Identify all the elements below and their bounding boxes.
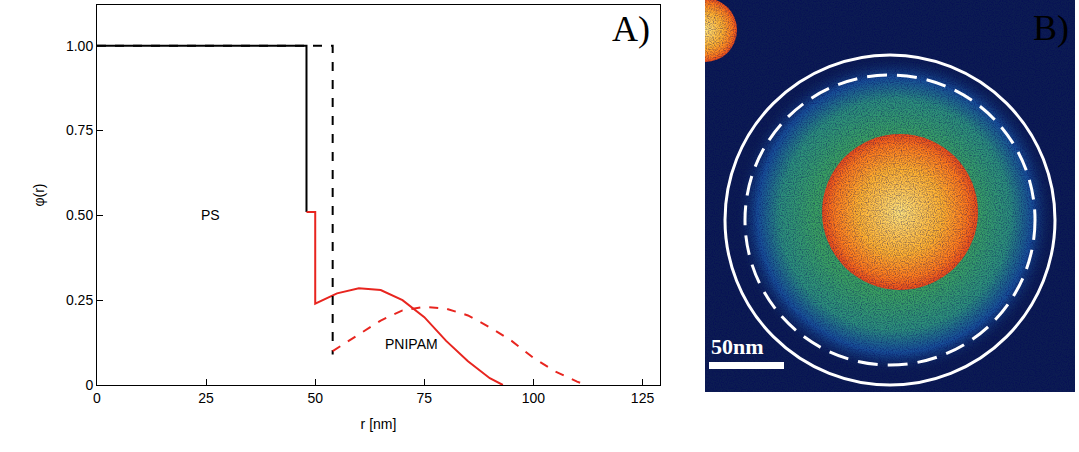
svg-text:0.50: 0.50: [66, 207, 93, 223]
svg-text:PS: PS: [201, 207, 220, 223]
svg-text:0: 0: [85, 377, 93, 393]
svg-text:125: 125: [631, 390, 655, 406]
svg-text:0: 0: [93, 390, 101, 406]
svg-text:0.75: 0.75: [66, 122, 93, 138]
svg-text:B): B): [1033, 8, 1069, 48]
svg-text:1.00: 1.00: [66, 38, 93, 54]
svg-text:A): A): [612, 9, 650, 49]
svg-text:r [nm]: r [nm]: [361, 416, 397, 432]
svg-text:75: 75: [417, 390, 433, 406]
svg-text:50nm: 50nm: [711, 334, 764, 359]
svg-text:50: 50: [307, 390, 323, 406]
svg-text:PNIPAM: PNIPAM: [385, 336, 438, 352]
svg-text:0.25: 0.25: [66, 292, 93, 308]
svg-text:25: 25: [198, 390, 214, 406]
svg-text:φ(r): φ(r): [31, 183, 47, 206]
svg-text:100: 100: [522, 390, 546, 406]
